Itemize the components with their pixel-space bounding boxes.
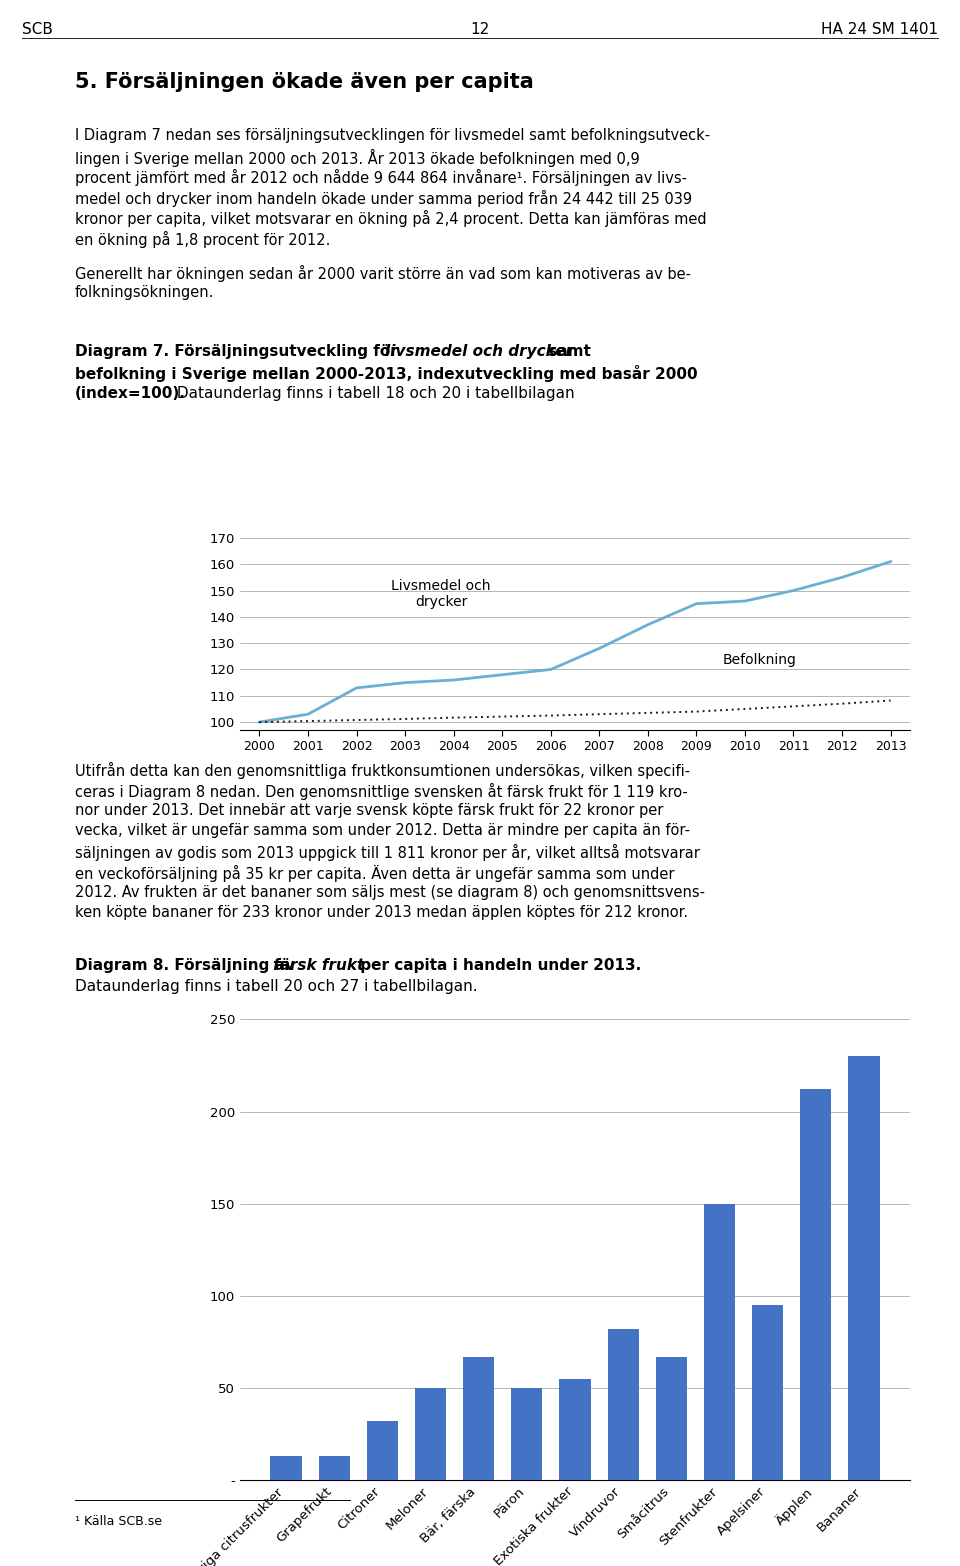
Text: en ökning på 1,8 procent för 2012.: en ökning på 1,8 procent för 2012.: [75, 230, 330, 247]
Text: säljningen av godis som 2013 uppgick till 1 811 kronor per år, vilket alltså mot: säljningen av godis som 2013 uppgick til…: [75, 844, 700, 861]
Bar: [608, 1330, 638, 1480]
Text: Befolkning: Befolkning: [722, 653, 796, 667]
Text: Livsmedel och
drycker: Livsmedel och drycker: [392, 579, 491, 609]
Bar: [560, 1378, 590, 1480]
Text: 12: 12: [470, 22, 490, 38]
Text: befolkning i Sverige mellan 2000-2013, indexutveckling med basår 2000: befolkning i Sverige mellan 2000-2013, i…: [75, 365, 698, 382]
Text: kronor per capita, vilket motsvarar en ökning på 2,4 procent. Detta kan jämföras: kronor per capita, vilket motsvarar en ö…: [75, 210, 707, 227]
Text: Dataunderlag finns i tabell 18 och 20 i tabellbilagan: Dataunderlag finns i tabell 18 och 20 i …: [172, 385, 575, 401]
Bar: [752, 1304, 783, 1480]
Bar: [704, 1204, 735, 1480]
Bar: [463, 1356, 494, 1480]
Text: ¹ Källa SCB.se: ¹ Källa SCB.se: [75, 1514, 162, 1528]
Text: ken köpte bananer för 233 kronor under 2013 medan äpplen köptes för 212 kronor.: ken köpte bananer för 233 kronor under 2…: [75, 905, 688, 921]
Text: samt: samt: [543, 345, 590, 359]
Text: Dataunderlag finns i tabell 20 och 27 i tabellbilagan.: Dataunderlag finns i tabell 20 och 27 i …: [75, 979, 478, 994]
Text: vecka, vilket är ungefär samma som under 2012. Detta är mindre per capita än för: vecka, vilket är ungefär samma som under…: [75, 824, 690, 838]
Text: Generellt har ökningen sedan år 2000 varit större än vad som kan motiveras av be: Generellt har ökningen sedan år 2000 var…: [75, 265, 691, 282]
Text: nor under 2013. Det innebär att varje svensk köpte färsk frukt för 22 kronor per: nor under 2013. Det innebär att varje sv…: [75, 803, 663, 817]
Bar: [800, 1090, 831, 1480]
Text: (index=100).: (index=100).: [75, 385, 186, 401]
Text: livsmedel och drycker: livsmedel och drycker: [385, 345, 573, 359]
Bar: [271, 1456, 301, 1480]
Bar: [656, 1356, 687, 1480]
Text: ceras i Diagram 8 nedan. Den genomsnittlige svensken åt färsk frukt för 1 119 kr: ceras i Diagram 8 nedan. Den genomsnittl…: [75, 783, 687, 800]
Text: per capita i handeln under 2013.: per capita i handeln under 2013.: [355, 958, 641, 972]
Text: 5. Försäljningen ökade även per capita: 5. Försäljningen ökade även per capita: [75, 72, 534, 92]
Text: folkningsökningen.: folkningsökningen.: [75, 285, 214, 301]
Text: en veckoförsäljning på 35 kr per capita. Även detta är ungefär samma som under: en veckoförsäljning på 35 kr per capita.…: [75, 864, 675, 882]
Text: SCB: SCB: [22, 22, 53, 38]
Text: procent jämfört med år 2012 och nådde 9 644 864 invånare¹. Försäljningen av livs: procent jämfört med år 2012 och nådde 9 …: [75, 169, 687, 186]
Text: HA 24 SM 1401: HA 24 SM 1401: [821, 22, 938, 38]
Text: I Diagram 7 nedan ses försäljningsutvecklingen för livsmedel samt befolkningsutv: I Diagram 7 nedan ses försäljningsutveck…: [75, 128, 710, 143]
Bar: [415, 1387, 446, 1480]
Text: Utifrån detta kan den genomsnittliga fruktkonsumtionen undersökas, vilken specif: Utifrån detta kan den genomsnittliga fru…: [75, 763, 690, 778]
Text: färsk frukt: färsk frukt: [273, 958, 364, 972]
Bar: [367, 1420, 398, 1480]
Bar: [512, 1387, 542, 1480]
Bar: [319, 1456, 349, 1480]
Text: medel och drycker inom handeln ökade under samma period från 24 442 till 25 039: medel och drycker inom handeln ökade und…: [75, 189, 692, 207]
Bar: [849, 1057, 879, 1480]
Text: Diagram 8. Försäljning av: Diagram 8. Försäljning av: [75, 958, 300, 972]
Text: 2012. Av frukten är det bananer som säljs mest (se diagram 8) och genomsnittsven: 2012. Av frukten är det bananer som sälj…: [75, 885, 705, 900]
Text: lingen i Sverige mellan 2000 och 2013. År 2013 ökade befolkningen med 0,9: lingen i Sverige mellan 2000 och 2013. Å…: [75, 149, 639, 166]
Text: Diagram 7. Försäljningsutveckling för: Diagram 7. Försäljningsutveckling för: [75, 345, 403, 359]
